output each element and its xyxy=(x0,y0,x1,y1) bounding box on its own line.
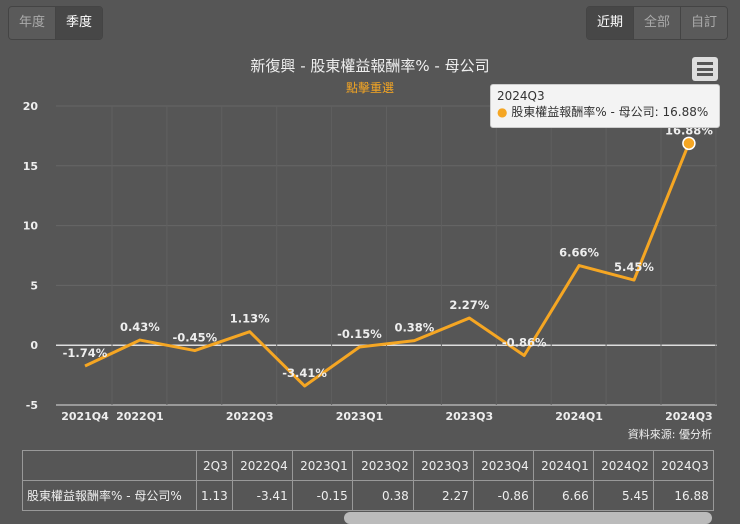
table-header-cell: 2Q3 xyxy=(196,450,233,481)
table-header-cell: 2023Q1 xyxy=(291,450,353,481)
data-label: 0.43% xyxy=(120,320,160,334)
table-header-cell: 2023Q3 xyxy=(412,450,474,481)
x-tick-label: 2024Q1 xyxy=(555,410,603,423)
table-cell: 0.38 xyxy=(351,480,414,511)
annual-button[interactable]: 年度 xyxy=(9,7,57,39)
data-label: -0.45% xyxy=(172,331,217,345)
y-tick-label: 15 xyxy=(23,160,38,173)
table-header-row: 2Q3 2022Q4 2023Q1 2023Q2 2023Q3 2023Q4 2024Q1 2… xyxy=(22,450,714,481)
table-row: 股東權益報酬率% - 母公司% 1.13 -3.41 -0.15 0.38 2.27 -0.… xyxy=(22,480,714,511)
y-tick-label: -5 xyxy=(26,399,38,412)
y-tick-label: 20 xyxy=(23,100,39,113)
table-cell: 5.45 xyxy=(592,480,654,511)
chart-title: 新復興 - 股東權益報酬率% - 母公司 xyxy=(250,57,490,75)
tooltip-period: 2024Q3 xyxy=(497,89,545,103)
quarterly-button[interactable]: 季度 xyxy=(56,7,103,39)
table-header-cell: 2022Q4 xyxy=(231,450,293,481)
table-cell: 2.27 xyxy=(412,480,474,511)
table-cell: 6.66 xyxy=(532,480,594,511)
data-label: -0.15% xyxy=(337,327,382,341)
x-tick-label: 2024Q3 xyxy=(665,410,713,423)
table-header-cell: 2023Q2 xyxy=(351,450,414,481)
x-tick-label: 2023Q3 xyxy=(445,410,493,423)
table-header-cell: 2024Q2 xyxy=(592,450,654,481)
data-source: 資料來源: 優分析 xyxy=(627,428,712,441)
data-label: -1.74% xyxy=(63,346,108,360)
table-header-cell: 2023Q4 xyxy=(472,450,534,481)
data-label: 1.13% xyxy=(230,312,270,326)
table-header-cell: 2024Q1 xyxy=(532,450,594,481)
y-tick-label: 5 xyxy=(30,279,38,292)
row-label: 股東權益報酬率% - 母公司% xyxy=(22,480,197,511)
data-label: 2.27% xyxy=(449,298,489,312)
series-line xyxy=(84,142,691,388)
y-tick-label: 10 xyxy=(23,220,39,233)
x-tick-label: 2022Q1 xyxy=(116,410,164,423)
data-label: 6.66% xyxy=(559,246,599,260)
highlighted-point xyxy=(682,136,696,151)
data-label: 0.38% xyxy=(394,321,434,335)
tooltip-series: 股東權益報酬率% - 母公司 xyxy=(511,105,655,119)
table-header-cell: 2024Q3 xyxy=(652,450,714,481)
horizontal-scrollbar[interactable] xyxy=(344,512,712,524)
reset-selection-link[interactable]: 點擊重選 xyxy=(345,81,394,95)
recent-button[interactable]: 近期 xyxy=(586,7,634,39)
tooltip-value: 16.88% xyxy=(662,105,709,119)
x-tick-label: 2022Q3 xyxy=(226,410,274,423)
y-tick-label: 0 xyxy=(30,339,38,352)
all-button[interactable]: 全部 xyxy=(633,7,681,39)
table-cell: -0.86 xyxy=(472,480,534,511)
data-table: 2Q3 2022Q4 2023Q1 2023Q2 2023Q3 2023Q4 2024Q1 2… xyxy=(22,450,714,511)
range-toggle: 近期 全部 自訂 xyxy=(585,6,728,40)
series-dot-icon: ● xyxy=(497,105,512,119)
table-cell: -0.15 xyxy=(291,480,353,511)
table-header-cell xyxy=(22,450,197,481)
x-tick-label: 2021Q4 xyxy=(61,410,109,423)
data-label: -3.41% xyxy=(282,366,327,380)
x-tick-label: 2023Q1 xyxy=(336,410,384,423)
data-label: -0.86% xyxy=(502,335,547,349)
period-type-toggle: 年度 季度 xyxy=(8,6,104,40)
table-cell: 16.88 xyxy=(652,480,714,511)
data-label: 5.45% xyxy=(614,260,654,274)
hamburger-menu-icon[interactable] xyxy=(692,57,718,81)
table-cell: 1.13 xyxy=(196,480,233,511)
custom-button[interactable]: 自訂 xyxy=(680,7,727,39)
table-cell: -3.41 xyxy=(231,480,293,511)
tooltip: 2024Q3 ● 股東權益報酬率% - 母公司: 16.88% xyxy=(490,84,720,128)
